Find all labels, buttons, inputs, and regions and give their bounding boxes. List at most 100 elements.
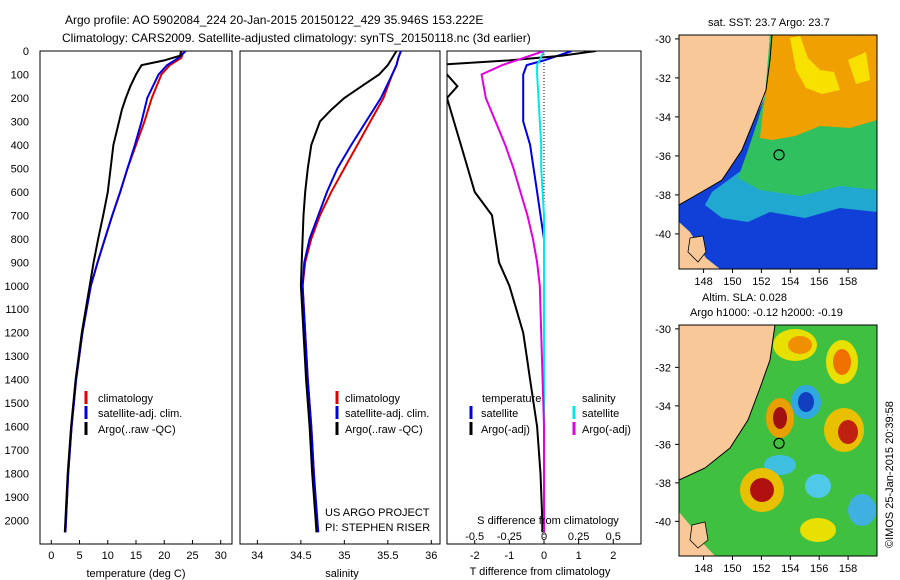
legend-satellite: satellite-adj. clim. (98, 408, 182, 420)
difference-plot (447, 51, 597, 544)
project-annotation-line-1: US ARGO PROJECT (325, 507, 430, 519)
temperature-legend: climatology satellite-adj. clim. Argo(..… (84, 391, 182, 436)
x-tick-label: 30 (215, 550, 227, 562)
depth-tick-label: 500 (11, 163, 29, 175)
island (687, 235, 707, 263)
map-x-tick-label: 150 (723, 276, 741, 288)
map-y-tick-label: -32 (655, 73, 671, 85)
map-x-tick-label: 148 (694, 276, 712, 288)
sla-high-anomaly (800, 518, 836, 542)
x-tick-label: 20 (158, 550, 170, 562)
depth-tick-label: 900 (11, 257, 29, 269)
sla-high-core (773, 407, 787, 429)
depth-tick-label: 1100 (5, 304, 29, 316)
sst-map-ticks: 148 150 152 154 156 158 -30 -32 -34 -36 -38 -40 (655, 34, 857, 288)
legend-argo: Argo(..raw -QC) (345, 424, 423, 436)
legend-climatology: climatology (98, 393, 154, 405)
depth-tick-label: 0 (23, 46, 29, 58)
x-tick-label: 35 (338, 550, 350, 562)
salinity-diff-xlabel: S difference from climatology (477, 515, 619, 527)
salinity-panel-frame (239, 50, 441, 545)
map-x-tick-label: 154 (781, 563, 799, 575)
salinity-diff-tick-label: -0.25 (497, 531, 522, 543)
project-annotation-line-2: PI: STEPHEN RISER (325, 522, 430, 534)
salinity-legend: climatology satellite-adj. clim. Argo(..… (335, 391, 429, 436)
map-x-tick-label: 156 (810, 563, 828, 575)
sla-high-core (833, 349, 851, 375)
header-line-2: Climatology: CARS2009. Satellite-adjuste… (62, 31, 531, 45)
difference-legend: temperature salinity satellite Argo(-adj… (469, 393, 631, 436)
legend-temp-satellite: satellite (481, 408, 518, 420)
legend-temp-argo: Argo(-adj) (481, 424, 530, 436)
sla-low-anomaly (848, 494, 876, 526)
map-y-tick-label: -34 (655, 112, 671, 124)
depth-tick-label: 100 (11, 69, 29, 81)
difference-x-ticks: -2 -1 0 1 2 -0.5 -0.25 0 0.25 0.5 (465, 531, 621, 562)
temperature-line-2 (63, 51, 183, 533)
map-x-tick-label: 152 (752, 563, 770, 575)
map-y-tick-label: -40 (655, 229, 671, 241)
map-y-tick-label: -38 (655, 478, 671, 490)
x-tick-label: 25 (186, 550, 198, 562)
legend-satellite: satellite-adj. clim. (345, 408, 429, 420)
temperature-plot (63, 51, 187, 533)
x-tick-label: -2 (470, 550, 480, 562)
x-tick-label: 2 (610, 550, 616, 562)
sst-map-title: sat. SST: 23.7 Argo: 23.7 (708, 17, 830, 29)
island (689, 521, 709, 549)
legend-header-temperature: temperature (482, 393, 541, 405)
difference-line-1 (447, 51, 597, 533)
sla-map-frame (678, 324, 878, 557)
x-tick-label: 0 (541, 550, 547, 562)
map-x-tick-label: 152 (752, 276, 770, 288)
salinity-diff-tick-label: 0 (541, 531, 547, 543)
salinity-diff-tick-label: 0.25 (568, 531, 589, 543)
depth-tick-label: 2000 (5, 516, 29, 528)
depth-tick-label: 1900 (5, 492, 29, 504)
legend-header-salinity: salinity (582, 393, 616, 405)
x-tick-label: -1 (504, 550, 514, 562)
depth-tick-label: 400 (11, 140, 29, 152)
argo-location-marker (773, 149, 785, 161)
temperature-panel-frame (39, 50, 233, 545)
sla-map-subtitle: Argo h1000: -0.12 h2000: -0.19 (690, 307, 843, 319)
argo-location-marker (773, 437, 785, 449)
depth-tick-label: 300 (11, 116, 29, 128)
sla-high-core (750, 478, 774, 502)
map-x-tick-label: 158 (839, 563, 857, 575)
x-tick-label: 5 (76, 550, 82, 562)
map-x-tick-label: 150 (723, 563, 741, 575)
depth-axis: 0 100 200 300 400 500 600 700 800 900 1000 1100 1200… (5, 46, 44, 528)
depth-tick-label: 1800 (5, 469, 29, 481)
salinity-plot (299, 51, 402, 533)
temperature-xlabel: temperature (deg C) (86, 568, 185, 580)
map-y-tick-label: -36 (655, 151, 671, 163)
map-x-tick-label: 154 (781, 276, 799, 288)
depth-tick-label: 1400 (5, 375, 29, 387)
depth-tick-label: 700 (11, 210, 29, 222)
header-line-1: Argo profile: AO 5902084_224 20-Jan-2015… (65, 13, 483, 27)
x-tick-label: 35.5 (377, 550, 398, 562)
coastline (679, 325, 776, 481)
x-tick-label: 34 (251, 550, 263, 562)
sst-warm-patch (848, 52, 870, 84)
sla-high-core (788, 336, 812, 354)
map-y-tick-label: -38 (655, 190, 671, 202)
legend-sal-argo: Argo(-adj) (582, 424, 631, 436)
depth-tick-label: 1600 (5, 422, 29, 434)
sla-ocean-background (679, 325, 877, 556)
depth-tick-label: 1200 (5, 328, 29, 340)
sla-low-core (798, 392, 814, 412)
coastline (679, 35, 773, 206)
map-y-tick-label: -34 (655, 401, 671, 413)
map-x-tick-label: 156 (810, 276, 828, 288)
depth-tick-label: 200 (11, 93, 29, 105)
depth-tick-label: 1500 (5, 398, 29, 410)
x-tick-label: 36 (425, 550, 437, 562)
salinity-line-2 (299, 51, 398, 533)
salinity-diff-tick-label: -0.5 (465, 531, 484, 543)
legend-sal-satellite: satellite (582, 408, 619, 420)
x-tick-label: 34.5 (290, 550, 311, 562)
sst-map (679, 35, 877, 269)
